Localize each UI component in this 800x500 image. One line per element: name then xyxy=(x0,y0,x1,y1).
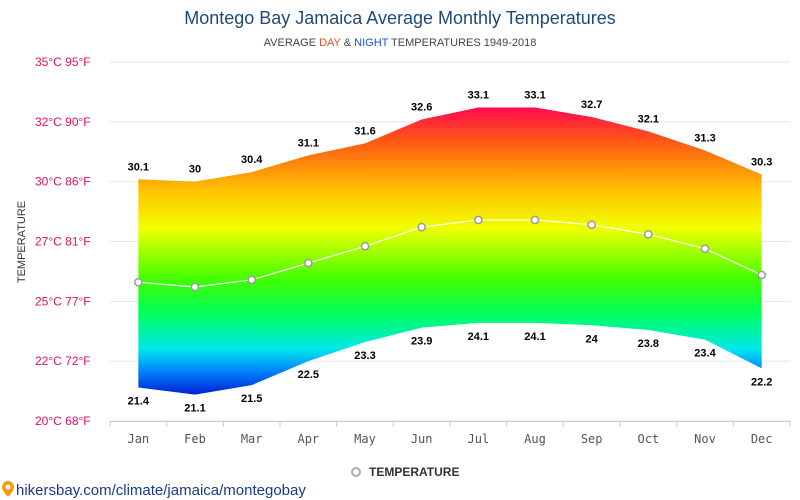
day-temp-label: 32.7 xyxy=(581,99,602,111)
chart-subtitle: AVERAGE DAY & NIGHT TEMPERATURES 1949-20… xyxy=(264,37,537,49)
y-tick-label: 27°C 81°F xyxy=(35,235,91,249)
average-point xyxy=(303,258,313,268)
day-temp-label: 31.1 xyxy=(298,137,319,149)
night-temp-label: 24 xyxy=(586,333,599,345)
day-temp-label: 32.6 xyxy=(411,101,432,113)
night-temp-label: 24.1 xyxy=(524,331,545,343)
x-tick-label: Feb xyxy=(184,432,206,446)
y-tick-label: 35°C 95°F xyxy=(35,55,91,69)
average-point xyxy=(530,215,540,225)
night-temp-label: 23.4 xyxy=(694,348,716,360)
average-temperature-points xyxy=(133,215,767,292)
day-temp-label: 30.1 xyxy=(128,161,149,173)
legend-label: TEMPERATURE xyxy=(369,465,459,479)
night-temp-label: 24.1 xyxy=(468,331,489,343)
night-temp-label: 21.4 xyxy=(128,395,150,407)
x-tick-label: Oct xyxy=(637,432,659,446)
night-temp-label: 23.9 xyxy=(411,336,432,348)
day-temp-label: 32.1 xyxy=(638,113,659,125)
average-point xyxy=(473,215,483,225)
day-temp-label: 30 xyxy=(189,164,201,176)
x-tick-label: Dec xyxy=(751,432,773,446)
day-temp-label: 30.4 xyxy=(241,154,263,166)
day-temp-label: 31.3 xyxy=(694,133,715,145)
legend[interactable]: TEMPERATURE xyxy=(351,465,459,479)
x-tick-label: May xyxy=(354,432,376,446)
night-temp-label: 23.8 xyxy=(638,338,659,350)
temperature-range-area xyxy=(138,107,762,395)
location-pin-icon xyxy=(2,481,14,497)
chart-title: Montego Bay Jamaica Average Monthly Temp… xyxy=(184,8,616,28)
y-tick-label: 30°C 86°F xyxy=(35,175,91,189)
night-temp-label: 22.2 xyxy=(751,376,772,388)
average-point xyxy=(133,277,143,287)
y-tick-label: 20°C 68°F xyxy=(35,414,91,428)
day-temp-label: 30.3 xyxy=(751,156,772,168)
footer-link[interactable]: hikersbay.com/climate/jamaica/montegobay xyxy=(2,481,306,499)
x-tick-label: Apr xyxy=(297,432,319,446)
average-point xyxy=(360,241,370,251)
day-temp-label: 33.1 xyxy=(524,89,545,101)
x-tick-label: Nov xyxy=(694,432,716,446)
average-point xyxy=(757,270,767,280)
average-point xyxy=(700,244,710,254)
y-axis-label: TEMPERATURE xyxy=(16,201,28,283)
footer-url: hikersbay.com/climate/jamaica/montegobay xyxy=(16,482,306,499)
x-tick-label: Jan xyxy=(127,432,149,446)
night-temp-label: 23.3 xyxy=(354,350,375,362)
day-temperature-labels: 30.1 30 30.4 31.1 31.6 32.6 33.1 33.1 32.7 32.1 31… xyxy=(128,89,773,175)
legend-marker xyxy=(351,467,361,477)
x-tick-label: Jun xyxy=(411,432,433,446)
x-tick-label: Mar xyxy=(241,432,263,446)
day-temp-label: 31.6 xyxy=(354,125,375,137)
night-temp-label: 22.5 xyxy=(298,369,319,381)
y-axis-ticks: 35°C 95°F 32°C 90°F 30°C 86°F 27°C 81°F 25°C… xyxy=(35,55,91,428)
y-tick-label: 32°C 90°F xyxy=(35,115,91,129)
day-temp-label: 33.1 xyxy=(468,89,489,101)
average-point xyxy=(643,229,653,239)
average-point xyxy=(190,282,200,292)
night-temperature-labels: 21.4 21.1 21.5 22.5 23.3 23.9 24.1 24.1 24 23.8 23… xyxy=(128,331,773,415)
x-tick-label: Aug xyxy=(524,432,546,446)
x-tick-label: Jul xyxy=(467,432,489,446)
average-point xyxy=(247,275,257,285)
night-temp-label: 21.5 xyxy=(241,393,262,405)
average-temperature-line xyxy=(138,219,762,288)
y-tick-label: 22°C 72°F xyxy=(35,354,91,368)
x-tick-label: Sep xyxy=(581,432,603,446)
night-temp-label: 21.1 xyxy=(184,403,205,415)
average-point xyxy=(587,220,597,230)
average-point xyxy=(417,222,427,232)
y-tick-label: 25°C 77°F xyxy=(35,294,91,308)
x-axis-ticks: Jan Feb Mar Apr May Jun Jul Aug Sep Oct Nov Dec xyxy=(109,421,791,446)
